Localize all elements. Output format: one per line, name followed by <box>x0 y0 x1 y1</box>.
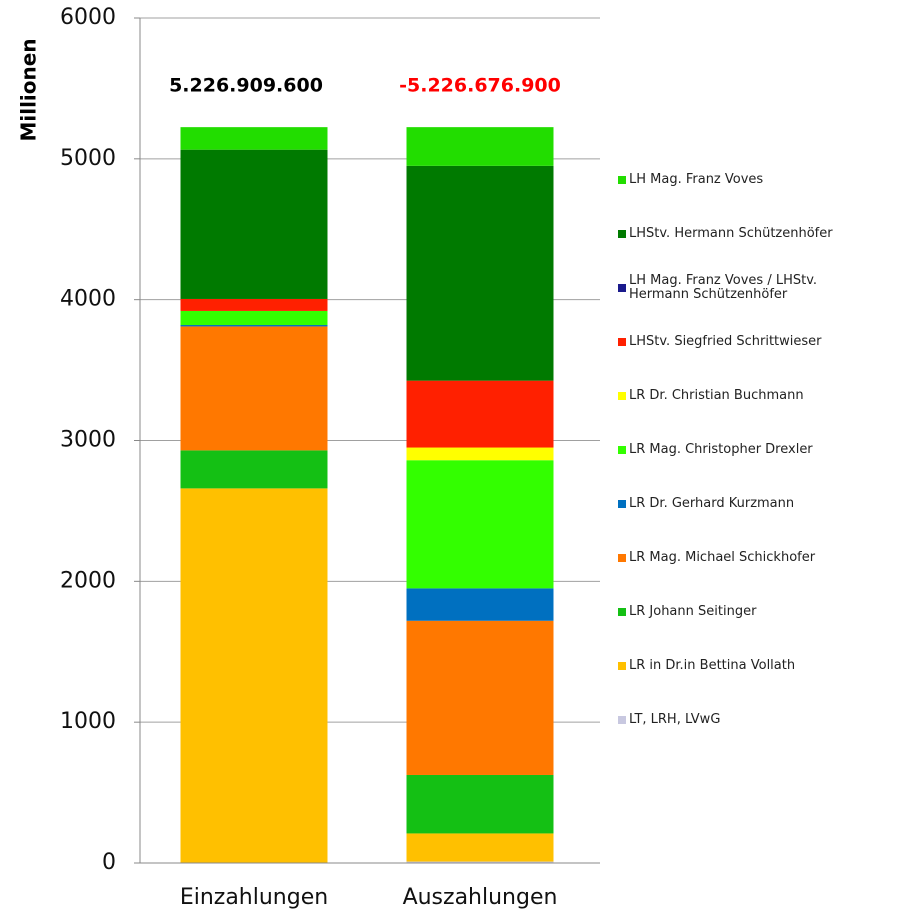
legend-label: LHStv. Siegfried Schrittwieser <box>629 334 822 349</box>
legend-item: LH Mag. Franz Voves / LHStv. Hermann Sch… <box>618 261 900 315</box>
y-tick-label: 4000 <box>60 287 116 312</box>
legend-label: LR Johann Seitinger <box>629 604 757 619</box>
y-tick-label: 0 <box>102 850 116 875</box>
bar-segment <box>180 310 328 326</box>
bar-segment <box>406 165 554 381</box>
legend-swatch <box>618 338 626 346</box>
y-tick-label: 3000 <box>60 428 116 453</box>
legend-swatch <box>618 554 626 562</box>
legend-item: LR Mag. Michael Schickhofer <box>618 531 900 585</box>
bar-segment <box>406 380 554 448</box>
x-tick-label: Auszahlungen <box>403 885 558 910</box>
bar-segment <box>406 460 554 589</box>
legend-swatch <box>618 446 626 454</box>
legend-swatch <box>618 608 626 616</box>
legend-label: LT, LRH, LVwG <box>629 712 721 727</box>
x-tick-label: Einzahlungen <box>180 885 328 910</box>
legend-swatch <box>618 230 626 238</box>
legend: LH Mag. Franz Voves LHStv. Hermann Schütz… <box>618 153 900 747</box>
legend-item: LR Dr. Gerhard Kurzmann <box>618 477 900 531</box>
legend-label: LR Mag. Michael Schickhofer <box>629 550 816 565</box>
bar-segment <box>406 127 554 166</box>
bar-segment <box>406 588 554 621</box>
legend-swatch <box>618 284 626 292</box>
bar-segment <box>406 447 554 461</box>
legend-label: LR in Dr.in Bettina Vollath <box>629 658 796 673</box>
bar-segment <box>180 149 328 299</box>
bar-segment <box>180 326 328 451</box>
total-label: 5.226.909.600 <box>169 75 323 97</box>
legend-label: LR Mag. Christopher Drexler <box>629 442 813 457</box>
bar-segment <box>406 861 554 863</box>
bar-segment <box>406 620 554 775</box>
bar-segment <box>180 488 328 863</box>
y-tick-label: 6000 <box>60 5 116 30</box>
bar-segment <box>180 127 328 150</box>
legend-swatch <box>618 500 626 508</box>
y-axis-label: Millionen <box>17 38 41 141</box>
legend-item: LH Mag. Franz Voves <box>618 153 900 207</box>
legend-swatch <box>618 176 626 184</box>
bar-segment <box>180 325 328 327</box>
legend-item: LHStv. Siegfried Schrittwieser <box>618 315 900 369</box>
bar-segment <box>406 774 554 834</box>
bar-segment <box>406 833 554 862</box>
y-tick-label: 2000 <box>60 568 116 593</box>
legend-swatch <box>618 716 626 724</box>
legend-label: LR Dr. Gerhard Kurzmann <box>629 496 795 511</box>
legend-item: LR Dr. Christian Buchmann <box>618 369 900 423</box>
legend-item: LR Johann Seitinger <box>618 585 900 639</box>
legend-label: LH Mag. Franz Voves / LHStv. Hermann Sch… <box>629 273 818 302</box>
legend-item: LHStv. Hermann Schützenhöfer <box>618 207 900 261</box>
legend-item: LR in Dr.in Bettina Vollath <box>618 639 900 693</box>
y-tick-label: 5000 <box>60 146 116 171</box>
legend-label: LH Mag. Franz Voves <box>629 172 764 187</box>
legend-item: LT, LRH, LVwG <box>618 693 900 747</box>
legend-label: LR Dr. Christian Buchmann <box>629 388 804 403</box>
bar-segment <box>180 450 328 489</box>
total-label: -5.226.676.900 <box>399 75 561 97</box>
bar-segment <box>180 298 328 311</box>
legend-swatch <box>618 392 626 400</box>
legend-swatch <box>618 662 626 670</box>
legend-item: LR Mag. Christopher Drexler <box>618 423 900 477</box>
legend-label: LHStv. Hermann Schützenhöfer <box>629 226 833 241</box>
y-tick-label: 1000 <box>60 709 116 734</box>
